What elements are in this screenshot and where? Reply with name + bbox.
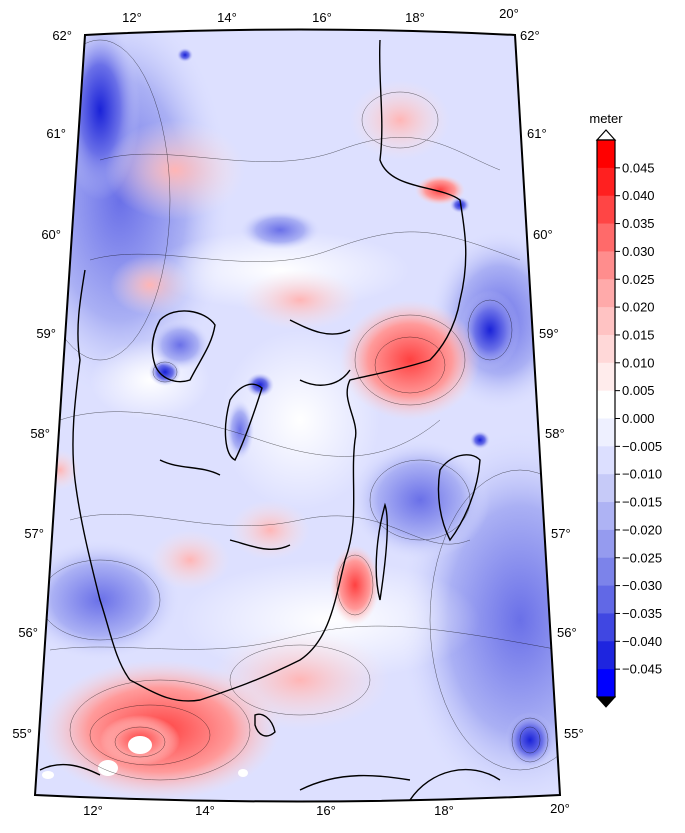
colorbar-label: −0.005 bbox=[622, 439, 662, 454]
lat-label-60-right: 60° bbox=[533, 227, 553, 242]
lat-label-60-left: 60° bbox=[41, 227, 61, 242]
colorbar-step bbox=[597, 251, 615, 280]
colorbar-top-arrow bbox=[595, 129, 617, 141]
bottom-lon-labels: 12° 14° 16° 18° 20° bbox=[83, 801, 570, 818]
lat-label-62-right: 62° bbox=[520, 28, 540, 43]
top-lon-labels: 12° 14° 16° 18° 20° bbox=[122, 6, 519, 25]
colorbar-label: 0.035 bbox=[622, 216, 655, 231]
colorbar-labels: 0.045 0.040 0.035 0.030 0.025 0.020 0.015 0.010… bbox=[615, 160, 662, 677]
colorbar-unit: meter bbox=[589, 111, 623, 126]
colorbar-step bbox=[597, 334, 615, 364]
lon-label-18-bottom: 18° bbox=[434, 803, 454, 818]
colorbar-label: 0.015 bbox=[622, 327, 655, 342]
left-lat-labels: 62° 61° 60° 59° 58° 57° 56° 55° bbox=[12, 28, 72, 741]
lat-label-59-right: 59° bbox=[539, 326, 559, 341]
colorbar-step bbox=[597, 418, 615, 447]
lon-label-16-bottom: 16° bbox=[316, 803, 336, 818]
colorbar-label: −0.025 bbox=[622, 550, 662, 565]
lon-label-14-bottom: 14° bbox=[195, 803, 215, 818]
lat-label-55-left: 55° bbox=[12, 726, 32, 741]
right-lat-labels: 62° 61° 60° 59° 58° 57° 56° 55° bbox=[520, 28, 584, 741]
colorbar-step bbox=[597, 167, 615, 197]
lat-label-55-right: 55° bbox=[564, 726, 584, 741]
lat-label-58-right: 58° bbox=[545, 426, 565, 441]
colorbar-label: 0.005 bbox=[622, 383, 655, 398]
colorbar-step bbox=[597, 362, 615, 392]
colorbar-step bbox=[597, 390, 615, 419]
lon-label-14-top: 14° bbox=[217, 10, 237, 25]
lat-label-56-left: 56° bbox=[18, 625, 38, 640]
colorbar-label: 0.030 bbox=[622, 244, 655, 259]
colorbar-label: −0.030 bbox=[622, 578, 662, 593]
colorbar-step bbox=[597, 446, 615, 475]
lat-label-61-left: 61° bbox=[46, 126, 66, 141]
lat-label-62-left: 62° bbox=[52, 28, 72, 43]
lat-label-61-right: 61° bbox=[527, 126, 547, 141]
colorbar-step bbox=[597, 613, 615, 642]
colorbar-label: 0.010 bbox=[622, 355, 655, 370]
colorbar-label: 0.000 bbox=[622, 411, 655, 426]
lon-label-20-top: 20° bbox=[499, 6, 519, 21]
colorbar-label: −0.010 bbox=[622, 467, 662, 482]
coastlines bbox=[39, 39, 501, 801]
lon-label-16-top: 16° bbox=[312, 10, 332, 25]
lat-label-59-left: 59° bbox=[36, 326, 56, 341]
map-frame bbox=[33, 28, 562, 803]
colorbar-step bbox=[597, 502, 615, 531]
colorbar-step bbox=[597, 529, 615, 559]
lat-label-56-right: 56° bbox=[557, 625, 577, 640]
lon-label-12-top: 12° bbox=[122, 10, 142, 25]
colorbar-label: −0.045 bbox=[622, 662, 662, 677]
lat-label-57-left: 57° bbox=[24, 526, 44, 541]
colorbar-step bbox=[597, 585, 615, 614]
colorbar-label: 0.040 bbox=[622, 188, 655, 203]
lon-label-20-bottom: 20° bbox=[550, 801, 570, 816]
colorbar-label: 0.020 bbox=[622, 300, 655, 315]
lat-label-58-left: 58° bbox=[30, 426, 50, 441]
colorbar-step bbox=[597, 140, 615, 169]
colorbar-step bbox=[597, 307, 615, 336]
colorbar: meter 0.045 0.040 0.035 0.030 0.025 0.020 0.01… bbox=[589, 111, 662, 708]
colorbar-step bbox=[597, 279, 615, 308]
colorbar-label: −0.040 bbox=[622, 634, 662, 649]
colorbar-step bbox=[597, 195, 615, 225]
anomaly-field bbox=[35, 29, 560, 802]
lat-label-57-right: 57° bbox=[551, 526, 571, 541]
colorbar-label: −0.020 bbox=[622, 522, 662, 537]
colorbar-label: 0.025 bbox=[622, 272, 655, 287]
colorbar-label: −0.035 bbox=[622, 606, 662, 621]
colorbar-step bbox=[597, 474, 615, 503]
colorbar-step bbox=[597, 557, 615, 587]
lon-label-12-bottom: 12° bbox=[83, 803, 103, 818]
colorbar-label: −0.015 bbox=[622, 495, 662, 510]
colorbar-step bbox=[597, 223, 615, 252]
colorbar-steps bbox=[597, 140, 615, 698]
colorbar-label: 0.045 bbox=[622, 160, 655, 175]
lon-label-18-top: 18° bbox=[405, 10, 425, 25]
colorbar-bottom-arrow bbox=[595, 696, 617, 708]
colorbar-step bbox=[597, 641, 615, 670]
colorbar-step bbox=[597, 669, 615, 698]
